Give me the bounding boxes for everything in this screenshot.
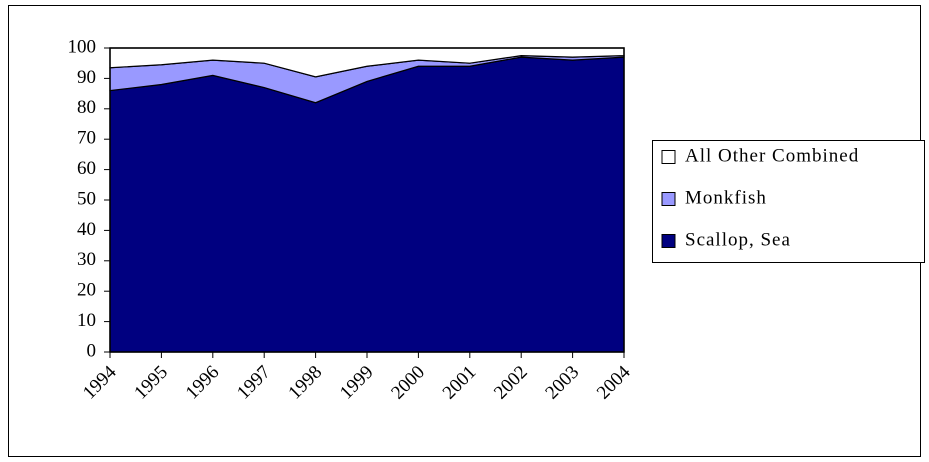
legend: All Other Combined Monkfish Scallop, Sea: [661, 145, 859, 250]
legend-box: [652, 140, 925, 263]
legend-swatch: [661, 150, 676, 164]
area: [109, 56, 625, 353]
y-tick-label: 70: [77, 128, 96, 149]
y-tick-label: 40: [77, 219, 96, 240]
legend-swatch: [661, 192, 676, 206]
y-tick-label: 50: [77, 188, 96, 209]
y-tick-label: 90: [77, 67, 96, 88]
legend-swatch: [661, 234, 676, 248]
y-tick-label: 0: [87, 340, 97, 361]
legend-label: All Other Combined: [685, 145, 859, 166]
y-tick-label: 80: [77, 97, 96, 118]
y-tick-label: 30: [77, 249, 96, 270]
y-tick-label: 60: [77, 158, 96, 179]
legend-label: Monkfish: [685, 187, 767, 208]
y-tick-label: 10: [77, 310, 96, 331]
legend-label: Scallop, Sea: [685, 229, 791, 250]
y-tick-label: 20: [77, 280, 96, 301]
y-tick-label: 100: [68, 36, 97, 57]
